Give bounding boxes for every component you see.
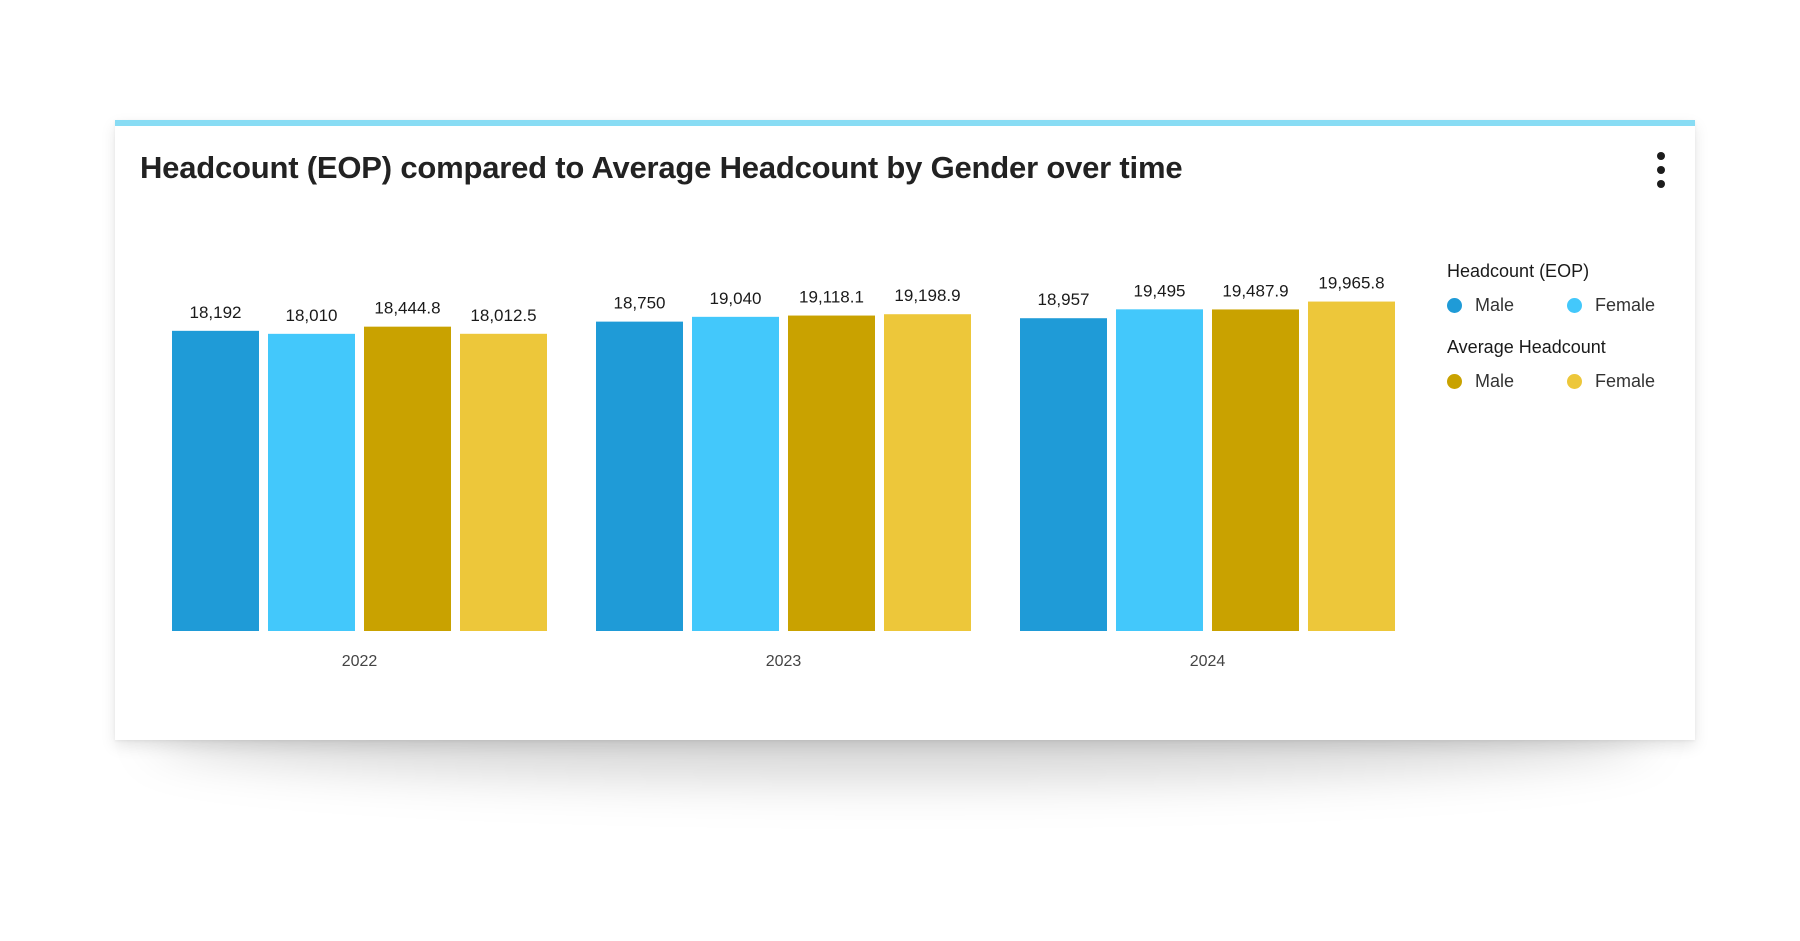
- bar-2023-4[interactable]: [884, 314, 971, 631]
- x-tick-label: 2024: [1190, 653, 1226, 670]
- chart-legend: Headcount (EOP) Male Female Average Headcou…: [1447, 260, 1687, 412]
- legend-label: Male: [1475, 295, 1515, 315]
- bar-2024-3[interactable]: [1212, 309, 1299, 631]
- data-label: 19,198.9: [894, 286, 960, 305]
- x-tick-label: 2022: [342, 653, 378, 670]
- legend-item[interactable]: Female: [1567, 370, 1687, 392]
- legend-item[interactable]: Male: [1447, 294, 1567, 316]
- bar-2023-3[interactable]: [788, 315, 875, 631]
- bar-2024-1[interactable]: [1020, 318, 1107, 631]
- legend-swatch-dot-icon: [1447, 297, 1462, 313]
- bar-chart: 18,192 18,010 18,444.8 18,012.5 2022 18,750 19…: [172, 274, 1395, 670]
- bar-2022-2[interactable]: [268, 333, 355, 631]
- data-label: 18,750: [614, 294, 666, 313]
- data-label: 18,444.8: [374, 299, 440, 318]
- data-label: 18,012.5: [470, 306, 536, 325]
- data-label: 19,040: [710, 289, 762, 308]
- legend-group-title: Average Headcount: [1447, 337, 1606, 357]
- legend-label: Female: [1595, 295, 1656, 315]
- bar-2024-2[interactable]: [1116, 309, 1203, 631]
- card-accent-bar: [115, 120, 1695, 126]
- bar-2022-4[interactable]: [460, 333, 547, 631]
- legend-label: Female: [1595, 371, 1656, 391]
- legend-item[interactable]: Female: [1567, 294, 1687, 316]
- bar-group-2022: 18,192 18,010 18,444.8 18,012.5 2022: [172, 299, 547, 670]
- more-vertical-icon[interactable]: [1649, 150, 1673, 190]
- bar-group-2024: 18,957 19,495 19,487.9 19,965.8 2024: [1020, 274, 1395, 670]
- data-label: 18,010: [286, 306, 338, 325]
- legend-item[interactable]: Male: [1447, 370, 1567, 392]
- legend-label: Male: [1475, 371, 1515, 391]
- legend-row: Male Female: [1447, 294, 1687, 316]
- data-label: 19,495: [1134, 281, 1186, 300]
- legend-row: Male Female: [1447, 370, 1687, 392]
- legend-swatch-dot-icon: [1447, 373, 1462, 389]
- bar-2023-2[interactable]: [692, 316, 779, 631]
- legend-swatch-dot-icon: [1567, 297, 1582, 313]
- data-label: 18,957: [1038, 290, 1090, 309]
- data-label: 19,487.9: [1222, 281, 1288, 300]
- chart-title: Headcount (EOP) compared to Average Head…: [140, 150, 1183, 185]
- bar-2023-1[interactable]: [596, 321, 683, 631]
- chart-card: Headcount (EOP) compared to Average Head…: [115, 120, 1695, 740]
- legend-group-title: Headcount (EOP): [1447, 261, 1590, 281]
- bar-2022-1[interactable]: [172, 330, 259, 631]
- data-label: 19,118.1: [799, 288, 864, 307]
- bar-2024-4[interactable]: [1308, 301, 1395, 631]
- x-tick-label: 2023: [766, 653, 802, 670]
- bar-2022-3[interactable]: [364, 326, 451, 631]
- bar-group-2023: 18,750 19,040 19,118.1 19,198.9 2023: [596, 286, 971, 670]
- data-label: 18,192: [190, 303, 242, 322]
- legend-swatch-dot-icon: [1567, 373, 1582, 389]
- data-label: 19,965.8: [1318, 274, 1384, 293]
